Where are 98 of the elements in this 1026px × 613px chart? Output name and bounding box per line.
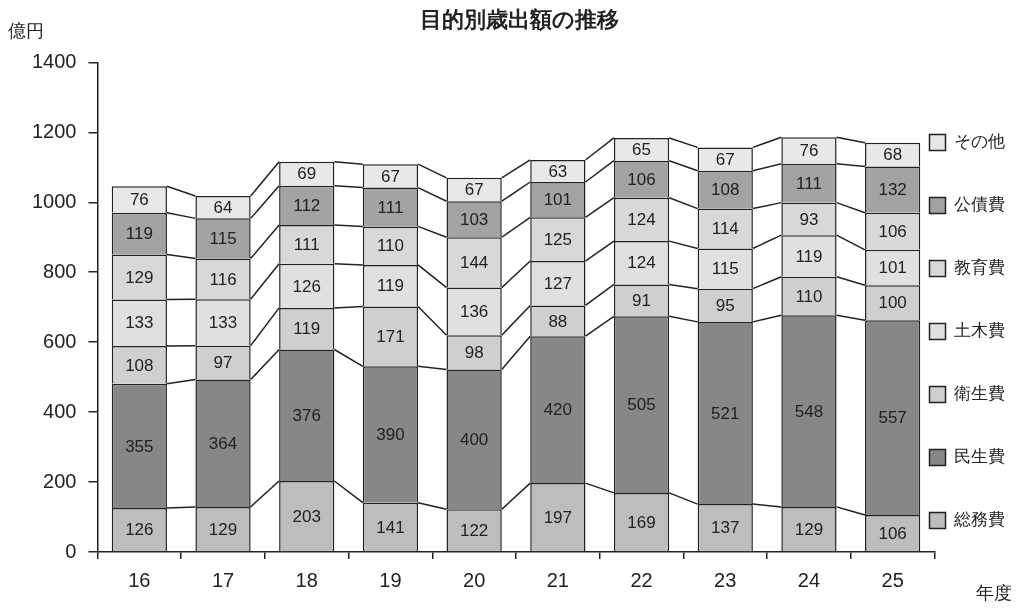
data-label: 505 bbox=[627, 395, 656, 415]
x-tick-label: 24 bbox=[797, 568, 821, 591]
x-tick-label: 22 bbox=[630, 568, 653, 591]
data-label: 111 bbox=[796, 173, 822, 193]
data-label: 106 bbox=[878, 523, 907, 543]
data-label: 98 bbox=[464, 343, 484, 362]
data-label: 116 bbox=[209, 269, 237, 289]
data-label: 108 bbox=[711, 180, 740, 200]
data-label: 124 bbox=[627, 253, 656, 273]
data-label: 141 bbox=[376, 517, 405, 537]
data-label: 106 bbox=[627, 169, 656, 189]
data-label: 110 bbox=[795, 286, 823, 306]
data-label: 390 bbox=[376, 425, 405, 445]
data-label: 136 bbox=[459, 302, 489, 322]
data-label: 88 bbox=[548, 311, 568, 331]
legend-label: 公債費 bbox=[954, 195, 1005, 215]
data-label: 376 bbox=[292, 405, 321, 425]
x-tick-label: 19 bbox=[379, 568, 402, 591]
legend-label: 民生費 bbox=[954, 447, 1005, 467]
data-label: 171 bbox=[376, 327, 405, 347]
data-label: 144 bbox=[459, 253, 489, 273]
data-label: 364 bbox=[208, 433, 238, 453]
y-tick-label: 1000 bbox=[31, 189, 77, 212]
data-label: 101 bbox=[878, 258, 907, 278]
data-label: 125 bbox=[543, 229, 573, 249]
legend-label: 衛生費 bbox=[954, 384, 1005, 404]
chart-title: 目的別歳出額の推移 bbox=[419, 7, 619, 33]
data-label: 133 bbox=[208, 313, 238, 333]
y-axis-title: 億円 bbox=[8, 20, 44, 42]
data-label: 119 bbox=[125, 224, 153, 244]
y-tick-label: 0 bbox=[65, 539, 77, 562]
data-label: 129 bbox=[794, 519, 824, 539]
legend-label: その他 bbox=[954, 132, 1005, 152]
data-label: 76 bbox=[129, 190, 149, 210]
data-label: 129 bbox=[125, 267, 154, 287]
y-tick-label: 600 bbox=[43, 329, 77, 352]
data-label: 137 bbox=[711, 518, 740, 538]
x-tick-label: 18 bbox=[295, 568, 318, 591]
x-tick-label: 17 bbox=[211, 568, 235, 591]
data-label: 112 bbox=[293, 196, 321, 216]
x-tick-label: 16 bbox=[128, 568, 151, 591]
y-tick-label: 400 bbox=[43, 399, 77, 422]
data-label: 127 bbox=[543, 273, 573, 293]
data-label: 110 bbox=[376, 236, 404, 256]
y-tick-label: 200 bbox=[43, 469, 77, 492]
data-label: 91 bbox=[632, 291, 652, 311]
data-label: 111 bbox=[293, 235, 320, 255]
data-label: 76 bbox=[799, 141, 819, 161]
y-tick-label: 1200 bbox=[31, 119, 77, 142]
data-label: 63 bbox=[548, 161, 568, 181]
data-label: 132 bbox=[878, 180, 907, 200]
data-label: 100 bbox=[878, 293, 907, 313]
data-label: 122 bbox=[459, 520, 489, 540]
data-label: 93 bbox=[799, 209, 819, 229]
data-label: 400 bbox=[459, 430, 489, 450]
data-label: 126 bbox=[292, 276, 321, 296]
data-label: 65 bbox=[632, 139, 652, 159]
data-label: 106 bbox=[878, 222, 907, 241]
x-axis-title: 年度 bbox=[976, 582, 1012, 604]
y-tick-label: 800 bbox=[43, 259, 77, 282]
data-label: 103 bbox=[459, 209, 489, 229]
data-label: 169 bbox=[627, 512, 656, 532]
data-label: 124 bbox=[627, 210, 656, 230]
data-label: 548 bbox=[794, 401, 824, 421]
data-label: 68 bbox=[883, 145, 903, 165]
data-label: 64 bbox=[213, 197, 233, 217]
data-label: 557 bbox=[878, 408, 907, 428]
data-label: 119 bbox=[795, 246, 823, 266]
legend-label: 総務費 bbox=[953, 510, 1005, 530]
data-label: 67 bbox=[715, 149, 735, 169]
data-label: 119 bbox=[376, 276, 404, 296]
data-label: 67 bbox=[380, 166, 400, 186]
data-label: 114 bbox=[711, 219, 739, 239]
data-label: 115 bbox=[711, 259, 739, 279]
data-label: 95 bbox=[715, 295, 735, 315]
x-tick-label: 21 bbox=[546, 568, 569, 591]
data-label: 101 bbox=[543, 190, 573, 210]
data-label: 355 bbox=[125, 436, 154, 456]
data-label: 111 bbox=[377, 197, 404, 217]
data-label: 97 bbox=[213, 353, 233, 373]
legend-label: 土木費 bbox=[954, 321, 1005, 341]
data-label: 129 bbox=[208, 519, 238, 539]
legend-label: 教育費 bbox=[954, 258, 1005, 278]
data-label: 197 bbox=[543, 507, 573, 527]
data-label: 521 bbox=[711, 403, 740, 423]
data-label: 119 bbox=[293, 319, 321, 339]
data-label: 133 bbox=[125, 313, 154, 333]
data-label: 126 bbox=[125, 520, 154, 540]
data-label: 108 bbox=[125, 355, 154, 375]
x-tick-label: 23 bbox=[714, 568, 737, 591]
data-label: 69 bbox=[297, 164, 317, 184]
x-tick-label: 20 bbox=[463, 568, 486, 591]
y-tick-label: 1400 bbox=[31, 49, 77, 72]
data-label: 203 bbox=[292, 506, 321, 526]
data-label: 115 bbox=[209, 229, 237, 249]
x-tick-label: 25 bbox=[881, 568, 904, 591]
data-label: 420 bbox=[543, 400, 573, 420]
data-label: 67 bbox=[464, 180, 484, 200]
